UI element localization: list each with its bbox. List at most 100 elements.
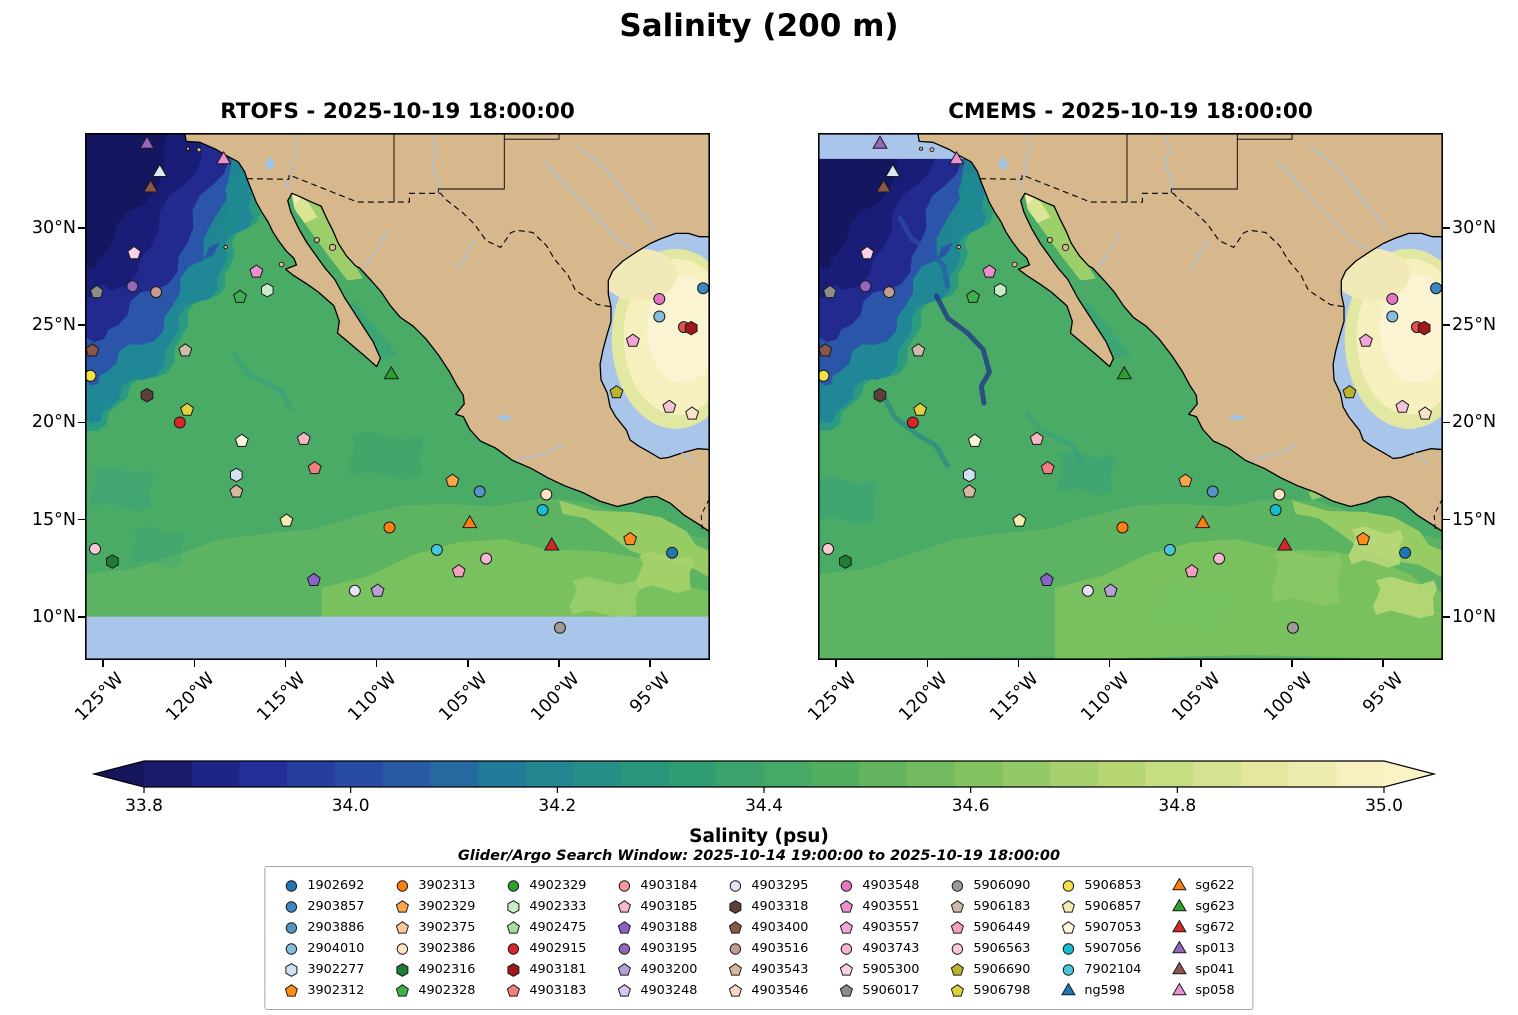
legend-entry-sp041: sp041 [1171,959,1235,980]
platform-marker-4903181 [684,320,698,336]
pentagon-marker-icon [395,983,409,997]
legend-entry-4902915: 4902915 [505,938,586,959]
legend-label: 3902375 [418,920,476,935]
circle-marker-icon [840,879,853,892]
legend-label: 3902277 [307,962,365,977]
platform-marker-2903857 [697,282,710,295]
legend-label: 5905300 [862,962,920,977]
platform-marker-4903548 [653,292,666,305]
pentagon-marker-icon [839,920,853,934]
legend-label: 2904010 [307,941,365,956]
legend-entry-5906798: 5906798 [949,980,1030,1001]
legend-label: 4903551 [862,899,920,914]
circle-marker-icon [285,942,298,955]
circle-marker-icon [840,942,853,955]
triangle-marker-icon [1172,982,1187,995]
platform-marker-4903183 [307,460,322,475]
lon-tick-label: 125°W [71,669,128,726]
platform-marker-4902328 [966,289,980,303]
figure-title: Salinity (200 m) [619,8,899,44]
platform-marker-3902329 [445,473,460,487]
lon-tick-label: 120°W [162,669,219,726]
lat-tick-label: 30°N [31,217,76,238]
triangle-marker-icon [1061,982,1076,995]
platform-marker-4903551 [982,264,997,278]
legend-entry-4903184: 4903184 [616,875,697,896]
colorbar-tick-label: 33.8 [125,796,163,816]
platform-marker-sp041 [875,179,892,193]
platform-marker-4903183 [1040,460,1055,475]
platform-marker-4903557 [625,333,640,347]
platform-marker-1902692 [1399,546,1412,559]
platform-marker-sg672 [1276,537,1293,551]
legend-label: 4902329 [529,878,587,893]
lat-tick-label: 25°N [31,315,76,336]
pentagon-marker-icon [617,920,631,934]
legend-entry-5906857: 5906857 [1060,896,1141,917]
platform-marker-5906857 [279,513,294,527]
x-tick [926,660,929,667]
platform-marker-sp013 [139,135,155,149]
platform-marker-4903551 [249,264,264,278]
legend-label: 5907056 [1084,941,1142,956]
pentagon-marker-icon [839,962,853,976]
platform-marker-5906449 [1184,563,1199,578]
legend-label: 4903183 [529,983,587,998]
platform-marker-4903185 [296,431,311,445]
legend-label: 5906563 [973,941,1031,956]
circle-marker-icon [951,942,964,955]
legend-label: sg672 [1195,920,1235,935]
lon-tick-label: 120°W [895,669,952,726]
platform-marker-3902277 [963,467,976,483]
platform-marker-2903857 [1430,282,1443,295]
lat-tick-label: 20°N [1452,412,1497,433]
legend-entry-3902329: 3902329 [394,896,475,917]
y-tick [78,518,85,521]
lat-tick-label: 10°N [31,607,76,627]
legend-label: 4903185 [640,899,698,914]
legend-label: sp058 [1195,983,1235,998]
legend-entry-4902328: 4902328 [394,980,475,1001]
legend-label: 5906798 [973,983,1031,998]
legend-label: 3902329 [418,899,476,914]
platform-marker-2903886 [473,485,486,498]
circle-marker-icon [285,900,298,913]
lon-tick-label: 100°W [526,669,584,726]
legend-entry-3902313: 3902313 [394,875,475,896]
legend-label: 4903184 [640,878,698,893]
legend-label: 4903546 [751,983,809,998]
pentagon-marker-icon [950,983,964,997]
legend-entry-5907056: 5907056 [1060,938,1141,959]
platform-marker-5906798 [913,402,928,416]
legend-label: ng598 [1084,983,1126,998]
legend-entry-5906449: 5906449 [949,917,1030,938]
platform-marker-4903200 [370,583,385,597]
x-tick [1291,660,1293,667]
platform-marker-3902312 [1356,531,1371,546]
lat-tick-label: 15°N [31,509,76,530]
y-tick [78,324,85,326]
legend-entry-3902277: 3902277 [283,959,364,980]
platform-marker-3902386 [1273,488,1286,501]
legend-label: 4902475 [529,920,587,935]
legend-label: 4903543 [751,962,809,977]
legend-label: 4902333 [529,899,587,914]
x-tick [558,660,560,667]
legend-entry-4903200: 4903200 [616,959,697,980]
lon-tick-label: 105°W [1168,669,1226,726]
pentagon-marker-icon [617,983,631,997]
hexagon-marker-icon [285,962,298,977]
legend-label: 3902386 [418,941,476,956]
platform-marker-2904010 [653,310,666,323]
platform-marker-4903185 [1029,431,1044,445]
rtofs-map-svg [84,124,715,661]
platform-marker-4902915 [173,416,186,429]
legend-label: 5906690 [973,962,1031,977]
platform-marker-4903543 [229,484,244,498]
platform-marker-4902333 [261,282,274,298]
pentagon-marker-icon [839,899,853,913]
platform-marker-5906853 [84,369,97,382]
platform-marker-4903516 [150,286,163,299]
legend-entry-sg622: sg622 [1171,875,1235,896]
platform-marker-4902333 [994,282,1007,298]
